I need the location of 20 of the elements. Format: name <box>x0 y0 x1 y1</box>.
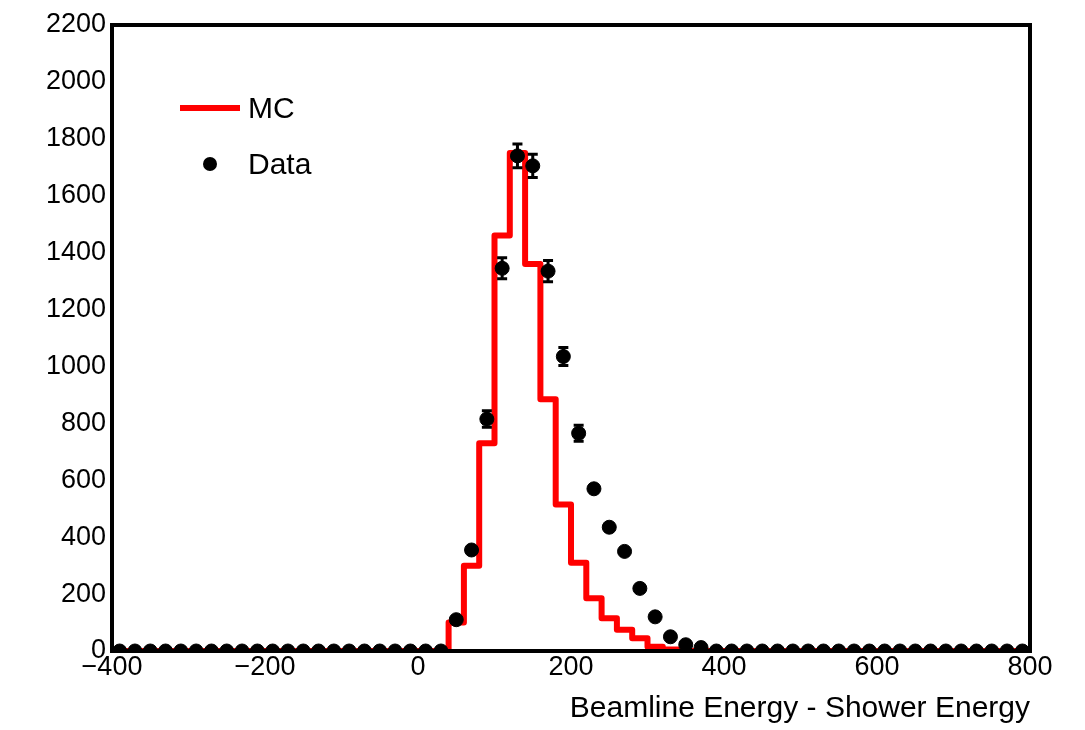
x-tick-label: −200 <box>234 650 296 681</box>
x-tick-label: 800 <box>1007 650 1053 681</box>
x-tick-label: 200 <box>548 650 594 681</box>
y-tick-label: 200 <box>60 577 106 608</box>
x-tick-label: 600 <box>854 650 900 681</box>
y-tick-label: 1600 <box>45 179 106 210</box>
y-tick-label: 1200 <box>45 293 106 323</box>
y-tick-label: 2200 <box>45 8 106 39</box>
y-tick-label: 2000 <box>45 65 106 96</box>
y-tick-label: 800 <box>60 406 106 437</box>
y-tick-label: 1400 <box>45 236 106 267</box>
legend-label: Data <box>248 147 312 181</box>
y-tick-label: 1000 <box>45 349 106 380</box>
x-axis-title: Beamline Energy - Shower Energy <box>569 690 1030 724</box>
x-tick-label: 400 <box>701 650 747 681</box>
y-tick-label: 600 <box>60 463 106 494</box>
x-tick-label: 0 <box>410 650 426 681</box>
y-tick-label: 1800 <box>45 122 106 153</box>
legend-label: MC <box>248 91 295 125</box>
y-tick-label: 400 <box>60 520 106 551</box>
